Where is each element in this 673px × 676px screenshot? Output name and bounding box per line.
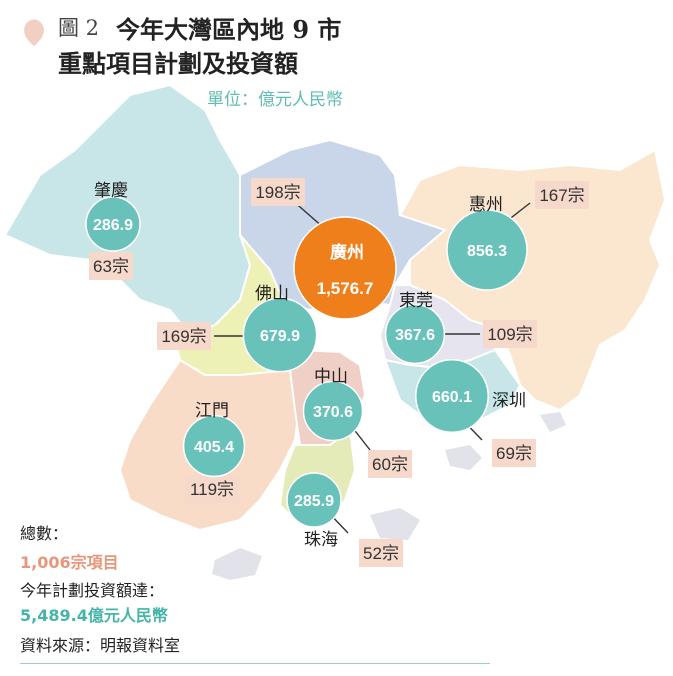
city-4: 109宗 367.6 東莞 xyxy=(384,291,537,365)
city-2: 63宗 286.9 肇慶 xyxy=(85,181,141,280)
investment-value: 1,576.7 xyxy=(317,279,374,298)
investment-value: 405.4 xyxy=(194,439,234,456)
footer-divider xyxy=(20,663,490,664)
city-6: 69宗 660.1 深圳 xyxy=(415,359,536,467)
project-count-tag xyxy=(483,320,537,348)
project-count-label: 198宗 xyxy=(255,183,300,202)
project-count-tag xyxy=(251,178,305,206)
investment-value: 856.3 xyxy=(467,243,507,260)
project-count-tag xyxy=(185,475,239,503)
project-count-tag xyxy=(157,322,211,350)
city-name: 惠州 xyxy=(469,195,503,215)
city-name: 深圳 xyxy=(492,391,526,411)
city-5: 60宗 370.6 中山 xyxy=(302,367,412,478)
city-name: 東莞 xyxy=(399,291,433,311)
investment-bubble xyxy=(302,380,364,442)
investment-value: 679.9 xyxy=(260,328,300,345)
total-investment: 5,489.4億元人民幣 xyxy=(20,606,168,625)
city-name: 江門 xyxy=(195,401,229,421)
investment-value: 660.1 xyxy=(432,389,472,406)
investment-bubble xyxy=(293,216,397,320)
project-count-label: 169宗 xyxy=(161,327,206,346)
page-title-line2: 重點項目計劃及投資額 xyxy=(58,49,298,78)
project-count-tag xyxy=(359,539,403,567)
project-count-label: 69宗 xyxy=(496,444,532,463)
investment-bubble xyxy=(446,209,528,291)
unit-label: 單位：億元人民幣 xyxy=(207,90,343,110)
city-name: 珠海 xyxy=(304,530,338,550)
city-8: 52宗 285.9 珠海 xyxy=(286,472,403,567)
page-title-line1: 今年大灣區內地 9 市 xyxy=(116,15,342,44)
total-projects: 1,006宗項目 xyxy=(20,553,119,572)
project-count-label: 167宗 xyxy=(539,186,584,205)
map-pin-icon xyxy=(24,19,44,46)
investment-value: 367.6 xyxy=(395,327,435,344)
project-count-label: 109宗 xyxy=(487,325,532,344)
investment-bubble xyxy=(85,196,141,252)
city-3: 169宗 679.9 佛山 xyxy=(157,284,318,373)
city-1: 167宗 856.3 惠州 xyxy=(446,181,589,291)
figure-label: 圖 2 xyxy=(58,16,100,40)
islands xyxy=(212,548,262,580)
city-name: 中山 xyxy=(314,367,348,387)
total-label: 總數： xyxy=(20,524,69,543)
investment-value: 370.6 xyxy=(313,404,353,421)
investment-value: 286.9 xyxy=(93,217,133,234)
source-note: 資料來源：明報資料室 xyxy=(20,636,181,655)
investment-value: 285.9 xyxy=(294,493,334,510)
investment-bubble xyxy=(415,359,489,433)
city-7: 119宗 405.4 江門 xyxy=(182,401,246,503)
city-name: 佛山 xyxy=(255,284,289,304)
project-count-label: 119宗 xyxy=(190,480,234,499)
investment-bubble xyxy=(182,414,246,478)
project-count-label: 60宗 xyxy=(372,455,408,474)
project-count-tag xyxy=(89,252,133,280)
investment-bubble xyxy=(242,297,318,373)
city-name: 廣州 xyxy=(330,242,364,263)
project-count-tag xyxy=(492,439,536,467)
city-name: 肇慶 xyxy=(94,181,128,201)
investment-bubble xyxy=(286,472,342,528)
project-count-label: 52宗 xyxy=(363,544,399,563)
investment-bubble xyxy=(384,303,446,365)
city-0: 198宗 1,576.7 廣州 xyxy=(251,178,397,320)
project-count-tag xyxy=(535,181,589,209)
project-count-label: 63宗 xyxy=(93,257,129,276)
investment-label: 今年計劃投資額達： xyxy=(20,581,165,600)
project-count-tag xyxy=(368,450,412,478)
